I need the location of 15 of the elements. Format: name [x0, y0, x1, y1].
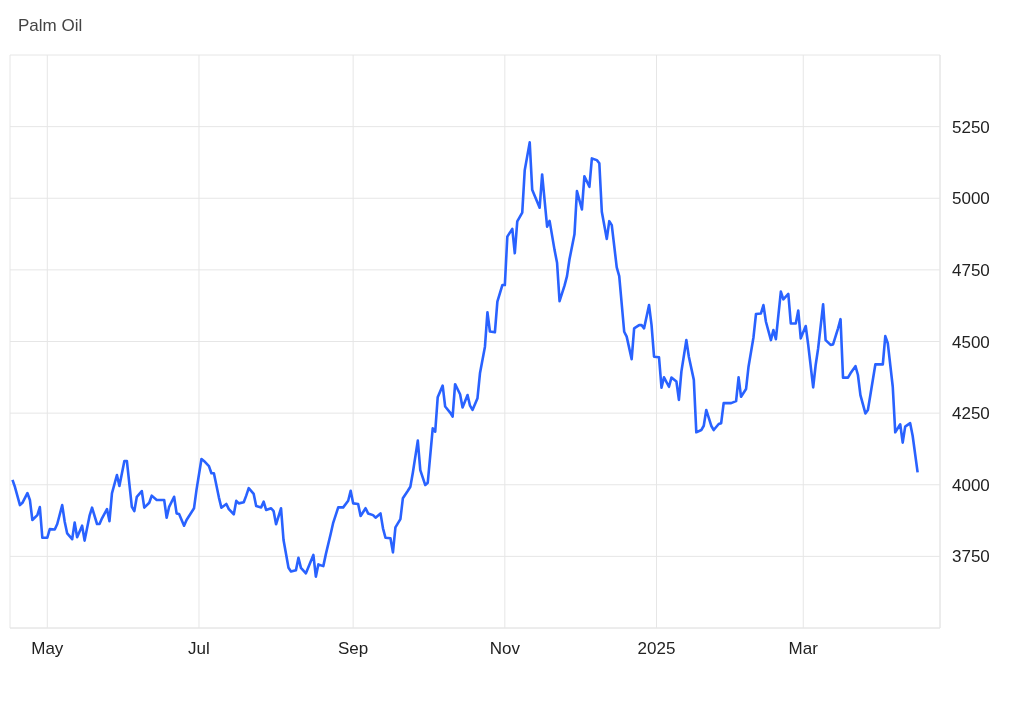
y-tick-label: 4250 — [952, 404, 990, 424]
y-tick-label: 4500 — [952, 332, 990, 352]
y-tick-label: 4750 — [952, 260, 990, 280]
y-tick-label: 4000 — [952, 475, 990, 495]
chart-title: Palm Oil — [18, 16, 83, 36]
x-tick-label: 2025 — [637, 639, 676, 659]
x-tick-label: Jul — [188, 639, 210, 659]
x-tick-label: May — [31, 639, 64, 659]
y-tick-label: 5000 — [952, 189, 990, 209]
y-tick-label: 3750 — [952, 547, 990, 567]
x-tick-label: Mar — [788, 639, 819, 659]
x-tick-label: Sep — [338, 639, 369, 659]
x-tick-label: Nov — [489, 639, 521, 659]
line-series — [11, 141, 919, 579]
y-tick-label: 5250 — [952, 117, 990, 137]
